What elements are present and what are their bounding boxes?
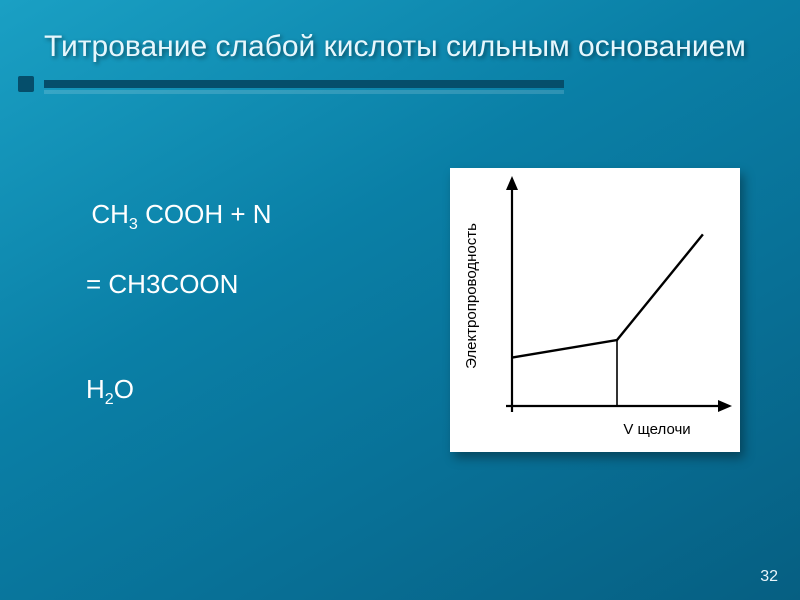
- slide: Титрование слабой кислоты сильным основа…: [0, 0, 800, 600]
- chart-svg: Электропроводность V щелочи: [450, 168, 740, 452]
- equation-line-1: CH3 COOH + N: [91, 199, 271, 229]
- reaction-equation: CH3 COOH + N = CH3COON H2O: [44, 162, 348, 478]
- svg-text:Электропроводность: Электропроводность: [463, 223, 480, 369]
- conductometric-titration-chart: Электропроводность V щелочи: [450, 168, 740, 452]
- title-underline: [44, 80, 564, 88]
- page-number: 32: [760, 568, 778, 586]
- svg-text:V щелочи: V щелочи: [623, 421, 690, 438]
- equation-line-3: H2O: [48, 372, 348, 407]
- equation-line-2: = CH3COON: [48, 267, 348, 302]
- slide-title-block: Титрование слабой кислоты сильным основа…: [44, 28, 756, 88]
- slide-title: Титрование слабой кислоты сильным основа…: [44, 28, 756, 66]
